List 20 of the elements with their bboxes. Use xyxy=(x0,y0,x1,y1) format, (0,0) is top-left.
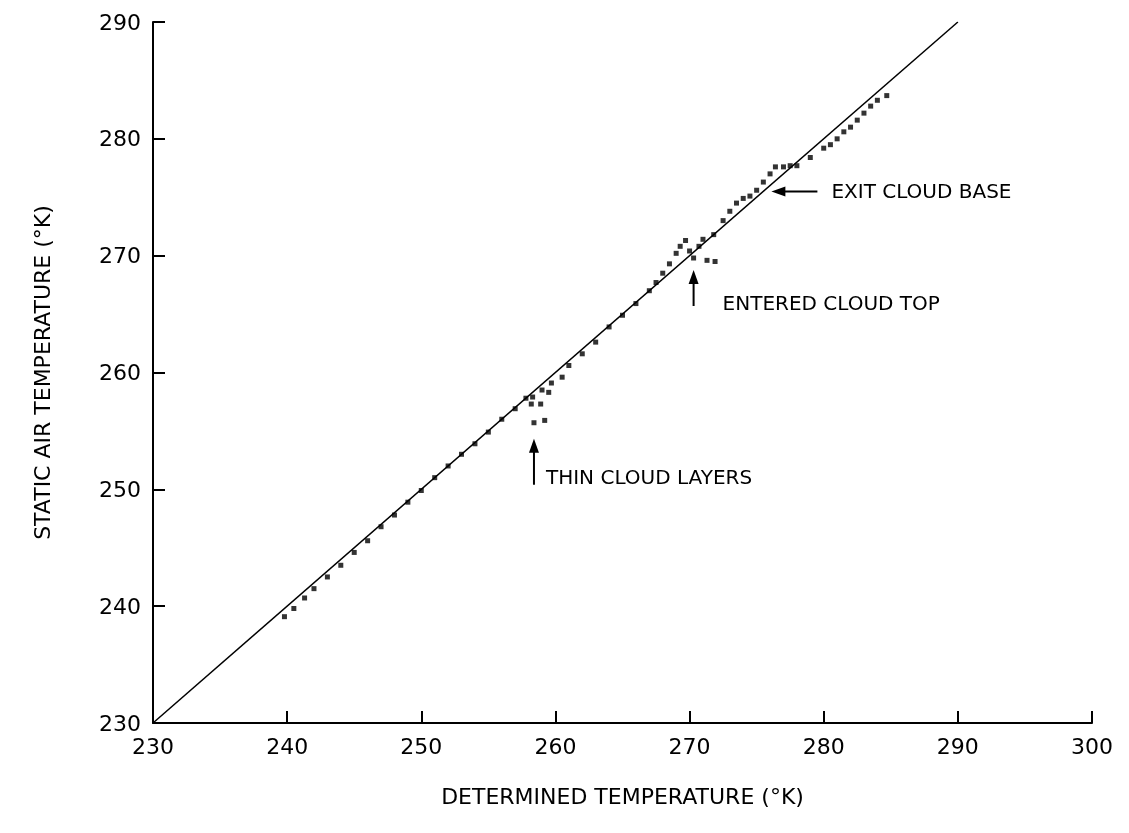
x-tick-label: 240 xyxy=(266,733,309,759)
x-tick-label: 290 xyxy=(936,733,979,759)
x-tick-label: 270 xyxy=(668,733,711,759)
x-tick-label: 260 xyxy=(534,733,577,759)
y-tick-label: 280 xyxy=(99,126,141,152)
y-tick-label: 250 xyxy=(99,476,141,502)
x-tick-label: 300 xyxy=(1071,733,1113,759)
x-tick-label: 230 xyxy=(132,733,174,759)
x-tick-label: 250 xyxy=(400,733,443,759)
y-tick-label: 270 xyxy=(99,243,141,269)
y-tick-label: 230 xyxy=(99,710,141,736)
x-axis-title: DETERMINED TEMPERATURE (°K) xyxy=(441,783,804,809)
y-tick-label: 290 xyxy=(99,9,141,35)
y-tick-label: 240 xyxy=(99,593,141,619)
x-tick-label: 280 xyxy=(802,733,845,759)
y-tick-label: 260 xyxy=(99,360,141,385)
annotation: EXIT CLOUD BASE xyxy=(831,179,1012,204)
annotation: ENTERED CLOUD TOP xyxy=(722,291,940,315)
annotation: THIN CLOUD LAYERS xyxy=(544,464,753,489)
y-axis-title: STATIC AIR TEMPERATURE (°K) xyxy=(29,205,55,540)
